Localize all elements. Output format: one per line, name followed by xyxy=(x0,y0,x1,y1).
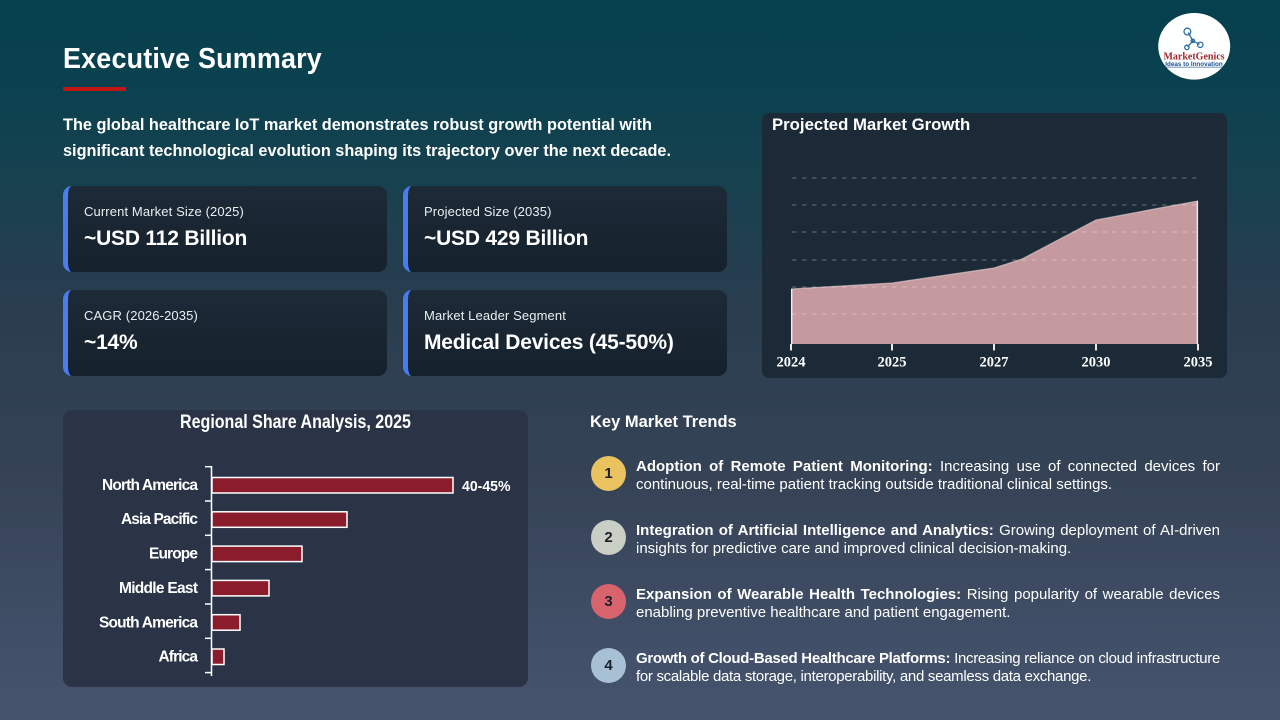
svg-text:Ideas to Innovation: Ideas to Innovation xyxy=(1165,61,1223,68)
svg-text:2035: 2035 xyxy=(1184,355,1213,371)
svg-text:South America: South America xyxy=(99,614,198,631)
svg-text:MarketGenics: MarketGenics xyxy=(1163,52,1224,63)
svg-text:Asia Pacific: Asia Pacific xyxy=(121,511,198,528)
svg-text:North America: North America xyxy=(102,477,198,494)
svg-text:Middle East: Middle East xyxy=(119,580,198,597)
svg-text:2027: 2027 xyxy=(980,355,1009,371)
svg-text:Europe: Europe xyxy=(149,546,198,563)
svg-text:2025: 2025 xyxy=(878,355,907,371)
svg-text:2024: 2024 xyxy=(777,355,806,371)
svg-text:40-45%: 40-45% xyxy=(462,478,511,495)
svg-text:2030: 2030 xyxy=(1082,355,1111,371)
svg-text:Africa: Africa xyxy=(159,649,199,666)
